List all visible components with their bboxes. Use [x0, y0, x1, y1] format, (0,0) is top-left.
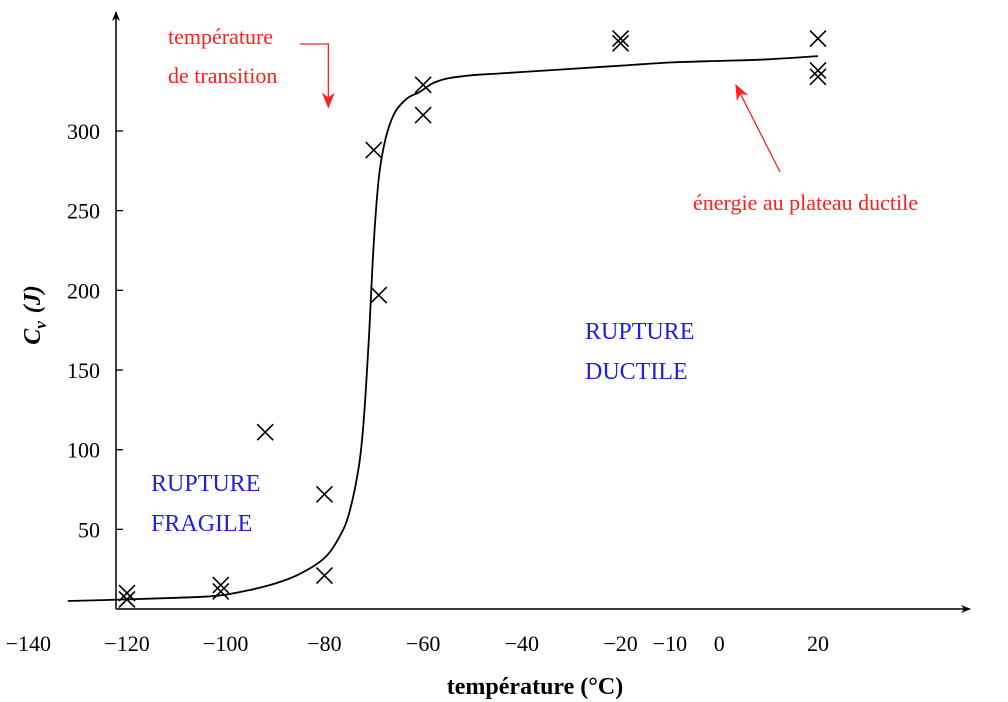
region-label-fragile: RUPTURE FRAGILE [151, 471, 266, 537]
annotation-plateau-line1: énergie au plateau ductile [693, 190, 918, 215]
x-tick-labels: −140 −120 −100 −80 −60 −40 −20 −10 0 20 [6, 631, 829, 656]
data-point-marker [315, 485, 333, 503]
data-point-marker [809, 30, 827, 48]
x-tick-label: −40 [505, 631, 539, 656]
x-tick-label: 20 [807, 631, 829, 656]
region-fragile-line1: RUPTURE [151, 471, 260, 497]
annotation-transition-line2: de transition [168, 63, 277, 88]
x-tick-label: −60 [406, 631, 440, 656]
y-tick-label: 100 [67, 438, 100, 463]
data-point-marker [809, 68, 827, 86]
data-point-marker [414, 76, 432, 94]
data-point-marker [612, 34, 630, 52]
annotation-ductile-plateau: énergie au plateau ductile [693, 190, 918, 215]
x-tick-label: −80 [307, 631, 341, 656]
fit-curve [67, 55, 819, 602]
region-fragile-line2: FRAGILE [151, 511, 252, 537]
data-point-marker [370, 286, 388, 304]
y-tick-label: 200 [67, 278, 100, 303]
annotation-transition-arrow [300, 43, 335, 109]
data-point-marker [118, 584, 136, 602]
axes [112, 11, 971, 613]
annotation-transition-line1: température [168, 24, 273, 49]
y-axis-title: Cv (J) [20, 285, 50, 345]
data-point-marker [212, 576, 230, 594]
annotation-transition-temperature: température de transition [168, 24, 279, 88]
y-tick-label: 300 [67, 119, 100, 144]
y-tick-label: 150 [67, 358, 100, 383]
region-ductile-line2: DUCTILE [585, 359, 688, 385]
y-tick-label: 50 [78, 517, 100, 542]
data-points [118, 30, 827, 609]
region-ductile-line1: RUPTURE [585, 319, 694, 345]
data-point-marker [809, 61, 827, 80]
data-point-marker [315, 566, 333, 585]
x-tick-label: −20 [603, 631, 637, 656]
y-tick-label: 250 [67, 199, 100, 224]
region-label-ductile: RUPTURE DUCTILE [585, 319, 700, 385]
data-point-marker [256, 423, 274, 441]
data-point-marker [212, 582, 230, 601]
data-point-marker [414, 106, 432, 124]
y-axis-title-unit: (J) [20, 285, 46, 313]
y-axis-title-sub: v [31, 321, 50, 329]
x-tick-label: −120 [104, 631, 149, 656]
x-tick-label: 0 [714, 631, 725, 656]
data-point-marker [612, 30, 630, 48]
x-tick-label: −100 [203, 631, 248, 656]
x-tick-label: −10 [653, 631, 687, 656]
x-tick-label: −140 [6, 631, 51, 656]
y-tick-labels: 50 100 150 200 250 300 [67, 119, 123, 542]
annotation-plateau-arrow [735, 83, 781, 173]
data-point-marker [365, 141, 383, 159]
y-axis-title-main: C [20, 328, 46, 345]
x-axis-title: température (°C) [447, 674, 623, 700]
data-point-marker [118, 590, 136, 609]
